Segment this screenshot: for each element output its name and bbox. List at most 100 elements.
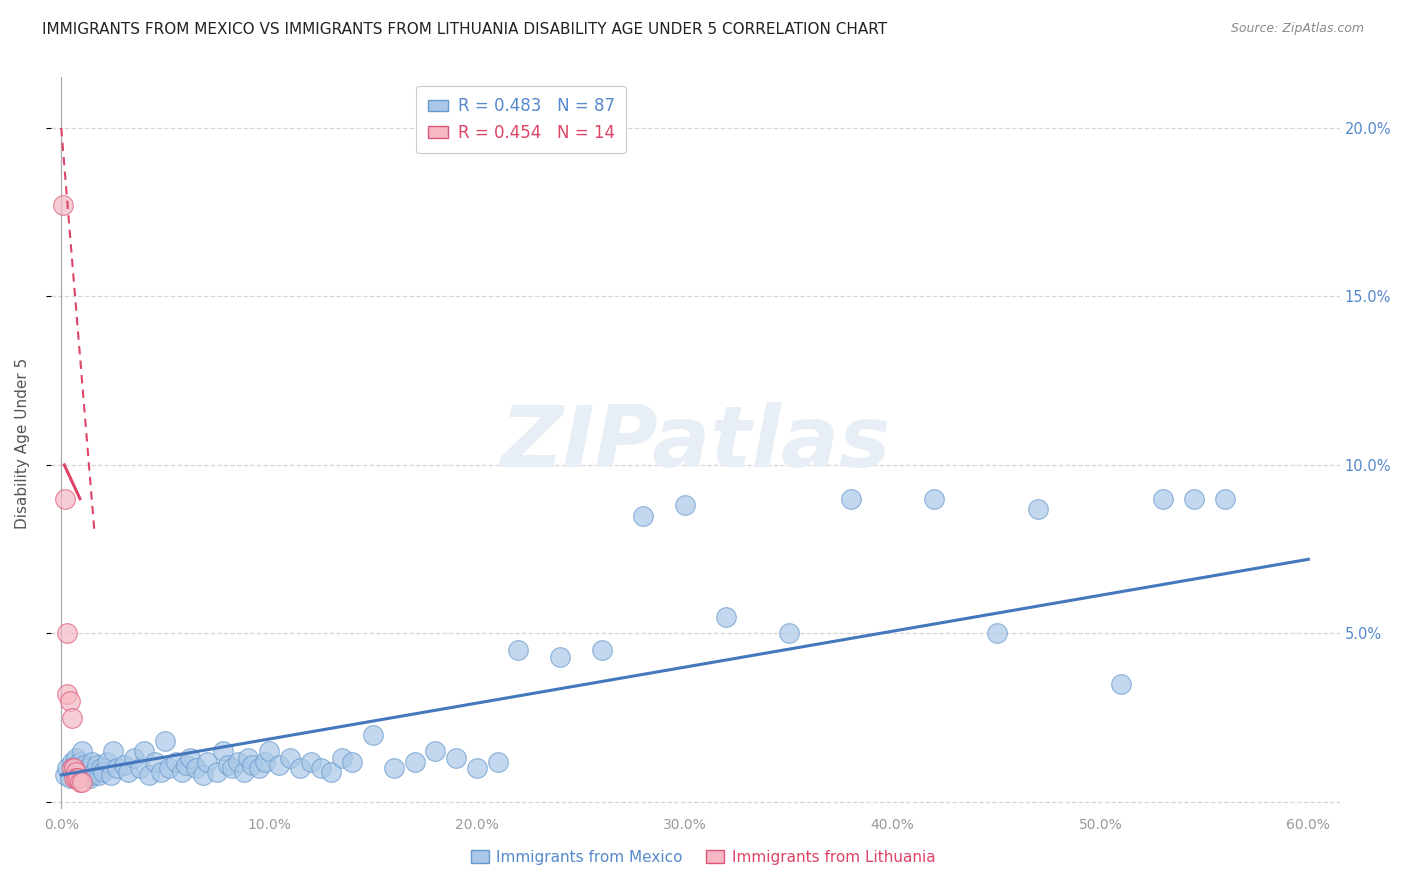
Point [60, 755, 83, 769]
Point [70, 774, 93, 789]
Point [52, 198, 75, 212]
Point [170, 764, 193, 779]
Point [631, 508, 654, 523]
Point [129, 761, 152, 775]
Point [778, 626, 800, 640]
Point [70, 768, 93, 782]
Point [65, 768, 87, 782]
Point [242, 757, 264, 772]
Legend: Immigrants from Mexico, Immigrants from Lithuania: Immigrants from Mexico, Immigrants from … [464, 844, 942, 871]
Point [69, 774, 91, 789]
Point [186, 761, 208, 775]
Point [238, 751, 260, 765]
Point [361, 727, 384, 741]
Point [62, 772, 84, 786]
Point [77, 761, 100, 775]
Point [65, 751, 87, 765]
Point [90, 761, 112, 775]
Point [253, 755, 276, 769]
Point [179, 751, 201, 765]
Point [55, 768, 77, 782]
Point [66, 772, 89, 786]
Point [83, 764, 105, 779]
Point [79, 772, 101, 786]
Point [153, 734, 176, 748]
Point [342, 755, 364, 769]
Point [70, 744, 93, 758]
Point [134, 744, 156, 758]
Point [100, 768, 122, 782]
Point [257, 744, 280, 758]
Point [1152, 491, 1174, 506]
Point [217, 757, 239, 772]
Point [191, 768, 214, 782]
Point [205, 764, 228, 779]
Point [117, 764, 139, 779]
Point [404, 755, 426, 769]
Point [673, 499, 696, 513]
Point [66, 772, 89, 786]
Point [1026, 501, 1049, 516]
Point [233, 764, 256, 779]
Point [65, 772, 87, 786]
Point [82, 768, 104, 782]
Point [73, 757, 96, 772]
Point [62, 757, 84, 772]
Point [56, 761, 79, 775]
Point [82, 755, 104, 769]
Point [309, 761, 332, 775]
Point [87, 768, 110, 782]
Text: Source: ZipAtlas.com: Source: ZipAtlas.com [1230, 22, 1364, 36]
Point [105, 761, 128, 775]
Point [269, 757, 291, 772]
Point [1182, 491, 1205, 506]
Point [55, 491, 77, 506]
Point [382, 761, 405, 775]
Text: IMMIGRANTS FROM MEXICO VS IMMIGRANTS FROM LITHUANIA DISABILITY AGE UNDER 5 CORRE: IMMIGRANTS FROM MEXICO VS IMMIGRANTS FRO… [42, 22, 887, 37]
Point [465, 761, 488, 775]
Point [56, 687, 79, 701]
Text: ZIPatlas: ZIPatlas [501, 401, 890, 484]
Point [143, 755, 166, 769]
Point [247, 761, 270, 775]
Point [716, 609, 738, 624]
Y-axis label: Disability Age Under 5: Disability Age Under 5 [15, 358, 30, 529]
Point [548, 650, 571, 665]
Point [986, 626, 1008, 640]
Point [62, 761, 84, 775]
Point [922, 491, 945, 506]
Point [425, 744, 447, 758]
Point [508, 643, 530, 657]
Point [91, 764, 114, 779]
Point [150, 764, 173, 779]
Point [278, 751, 301, 765]
Point [290, 761, 312, 775]
Point [330, 751, 353, 765]
Point [86, 757, 108, 772]
Point [1109, 677, 1132, 691]
Point [69, 764, 91, 779]
Point [195, 755, 218, 769]
Point [58, 694, 80, 708]
Point [174, 757, 197, 772]
Point [486, 755, 509, 769]
Point [112, 757, 135, 772]
Point [62, 764, 84, 779]
Point [138, 768, 160, 782]
Point [212, 744, 235, 758]
Point [321, 764, 343, 779]
Legend: R = 0.483   N = 87, R = 0.454   N = 14: R = 0.483 N = 87, R = 0.454 N = 14 [416, 86, 626, 153]
Point [96, 755, 118, 769]
Point [58, 772, 80, 786]
Point [66, 761, 89, 775]
Point [122, 751, 145, 765]
Point [60, 711, 83, 725]
Point [75, 764, 97, 779]
Point [299, 755, 322, 769]
Point [591, 643, 613, 657]
Point [65, 764, 87, 779]
Point [165, 755, 187, 769]
Point [69, 755, 91, 769]
Point [444, 751, 467, 765]
Point [839, 491, 862, 506]
